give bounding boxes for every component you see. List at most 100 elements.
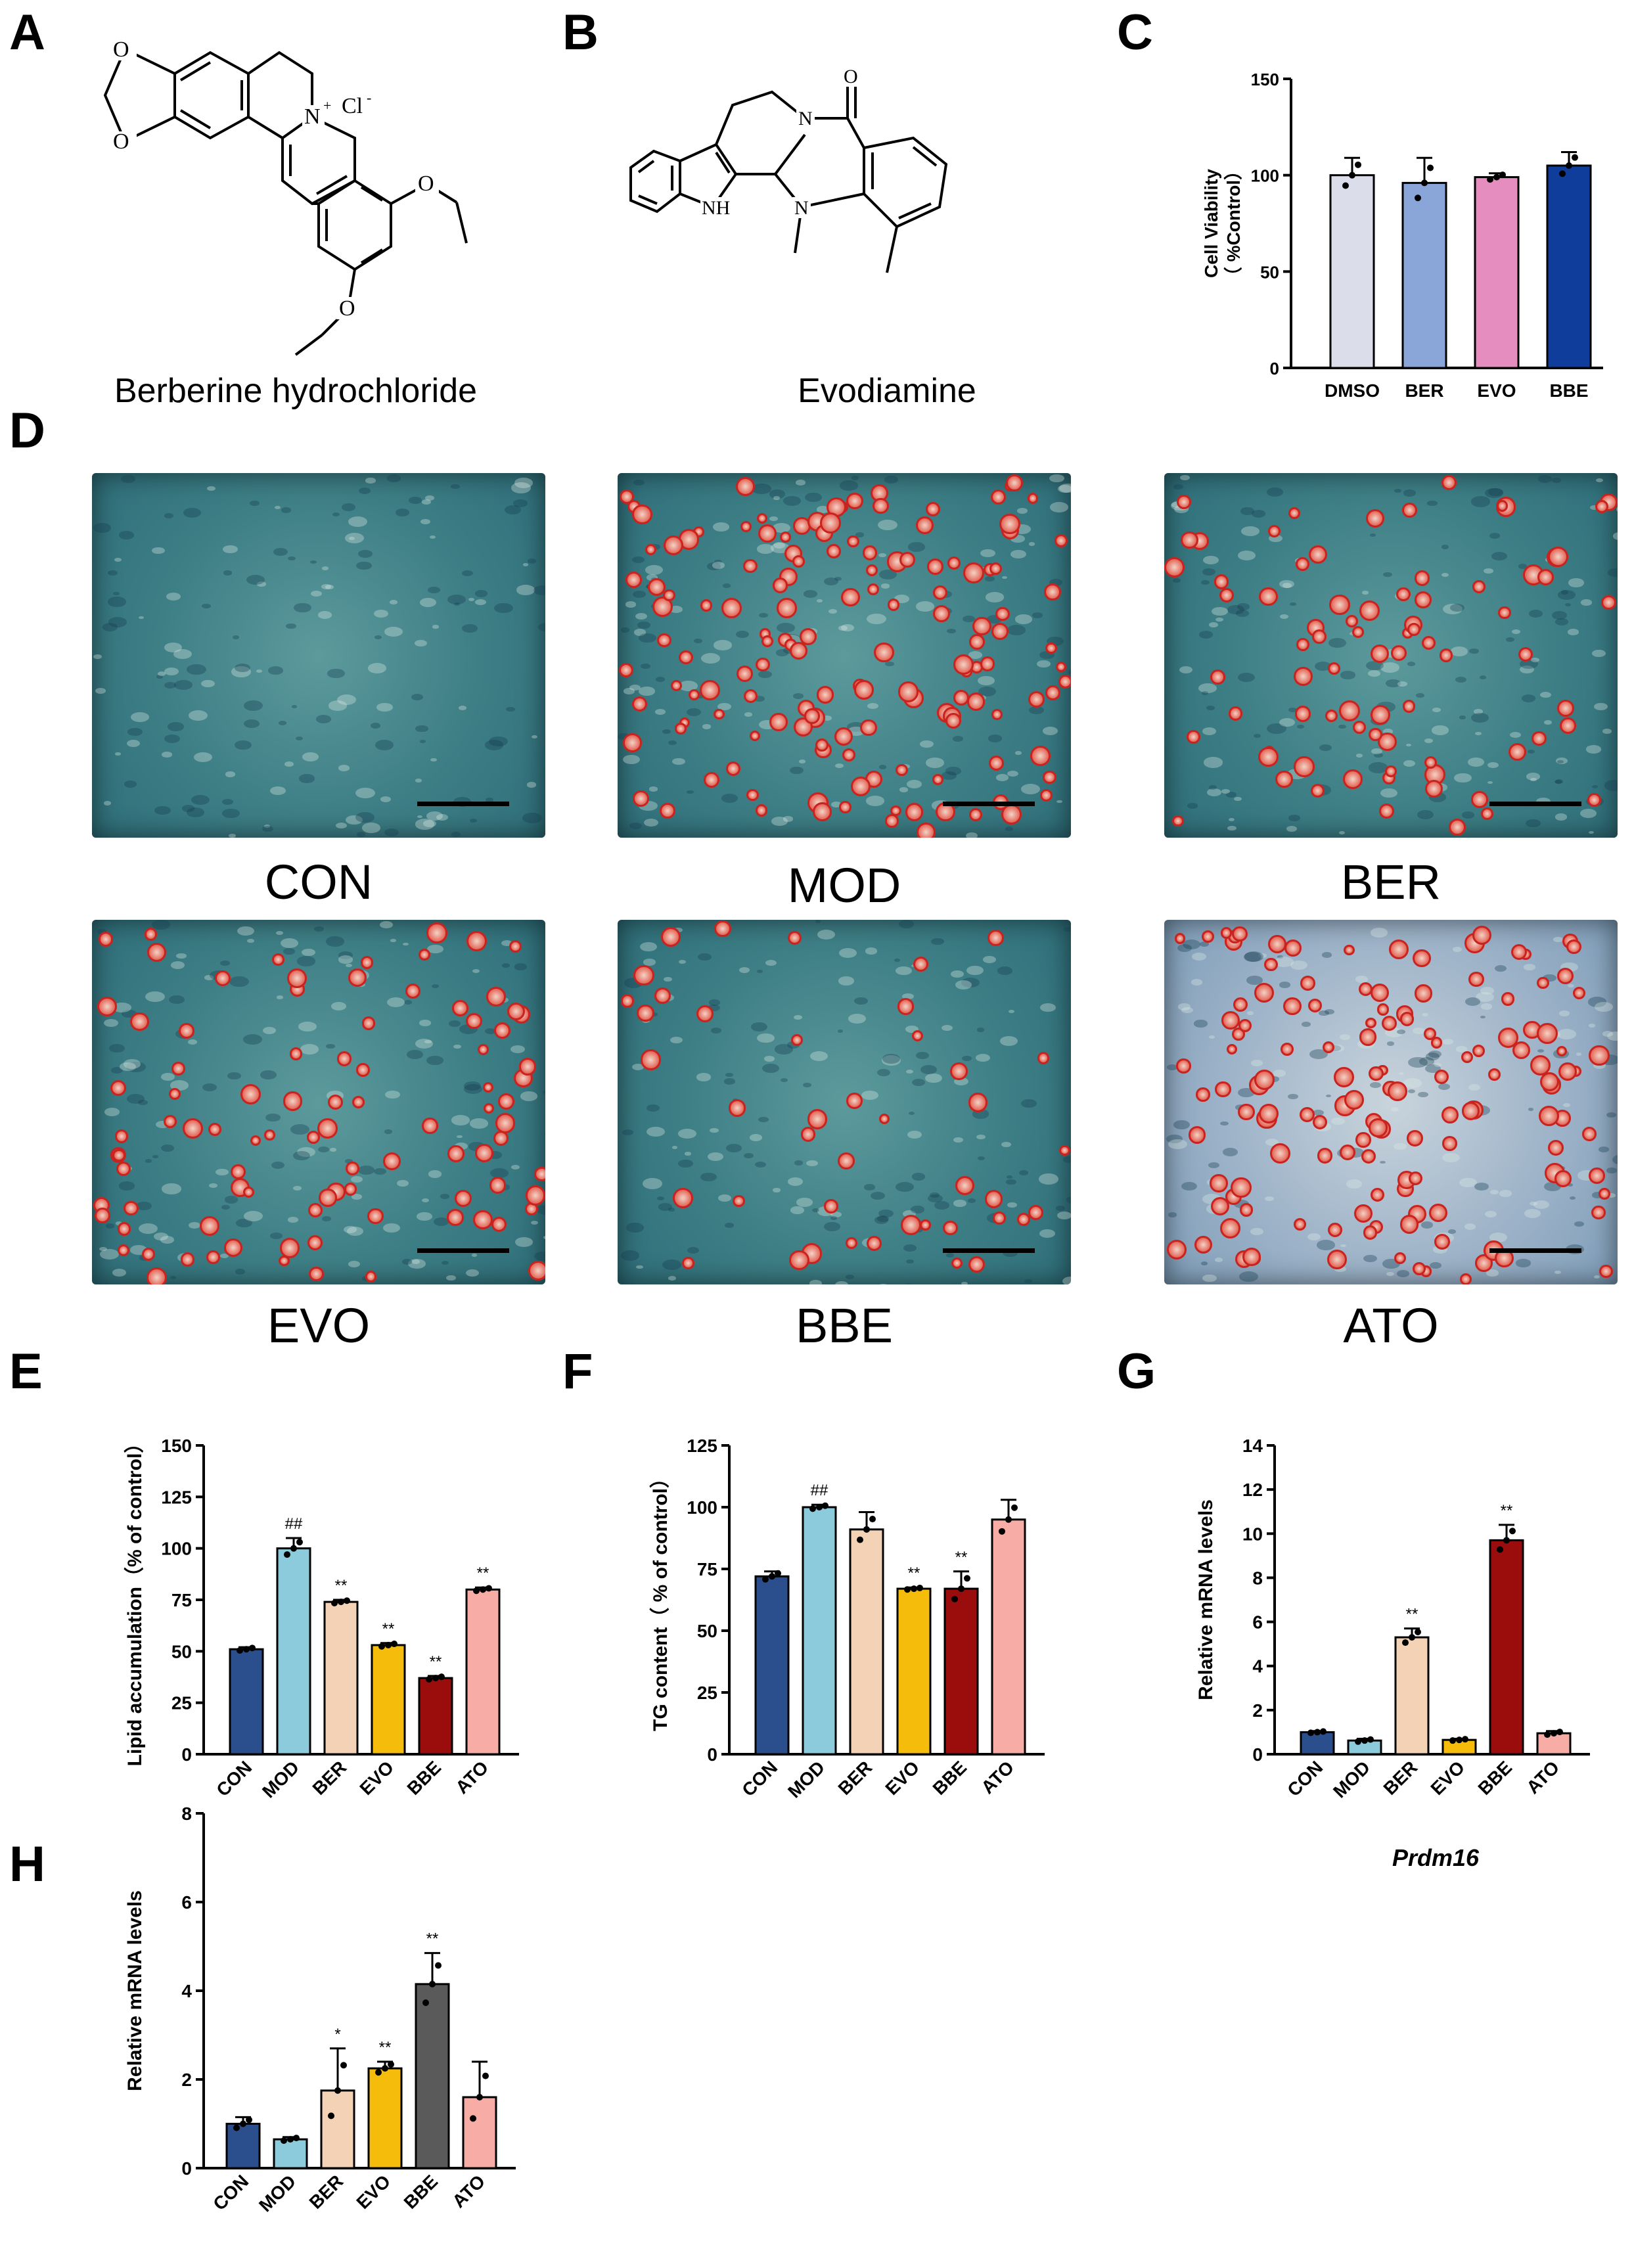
cell-texture (1528, 610, 1543, 618)
lipid-droplet (950, 1062, 968, 1080)
lipid-droplet (1554, 1169, 1572, 1187)
cell-texture (1434, 1062, 1442, 1067)
cell-texture (446, 1275, 456, 1281)
y-tick-label: 25 (697, 1683, 717, 1703)
lipid-droplet (117, 1244, 129, 1257)
data-point (1415, 1629, 1421, 1636)
lipid-droplet (1361, 1148, 1376, 1164)
lipid-droplet (1510, 943, 1528, 961)
bar-con (754, 1575, 790, 1756)
lipid-droplet (1238, 1018, 1252, 1032)
cell-texture (1049, 578, 1063, 586)
cell-texture (202, 603, 211, 609)
cell-texture (811, 1208, 819, 1213)
cell-texture (1396, 1029, 1405, 1034)
cell-texture (1543, 974, 1556, 982)
cell-texture (1029, 706, 1044, 715)
cell-texture (1567, 629, 1579, 635)
lipid-droplet (990, 489, 1006, 505)
lipid-droplet (1055, 661, 1067, 673)
cell-texture (898, 920, 914, 929)
cell-texture (1355, 976, 1369, 984)
x-tick-label: DMSO (1325, 380, 1380, 401)
cell-texture (804, 590, 818, 598)
cell-texture (1227, 825, 1237, 831)
bar-evo (896, 1587, 932, 1756)
y-tick-label: 6 (1252, 1612, 1263, 1633)
lipid-droplet (1258, 746, 1279, 767)
lipid-droplet (640, 1049, 662, 1070)
cell-texture (809, 1280, 822, 1284)
cell-texture (1568, 984, 1574, 988)
cell-texture (1020, 783, 1041, 794)
lipid-droplet (1267, 935, 1286, 954)
lipid-droplet (1394, 1252, 1407, 1265)
cell-texture (246, 575, 265, 585)
lipid-droplet (250, 1135, 261, 1146)
cell-texture (1567, 1183, 1573, 1187)
lipid-droplet (700, 599, 712, 612)
cell-texture (717, 702, 731, 711)
cell-texture (718, 1194, 732, 1202)
lipid-droplet (678, 529, 700, 550)
cell-texture (1595, 478, 1604, 483)
cell-texture (942, 1024, 953, 1031)
lipid-droplet (968, 808, 982, 822)
lipid-droplet (1172, 815, 1185, 827)
cell-texture (451, 1114, 470, 1125)
cell-texture (321, 584, 331, 590)
cell-texture (383, 1223, 400, 1233)
cell-texture (538, 622, 545, 632)
data-point (1456, 1736, 1463, 1744)
cell-texture (711, 1028, 721, 1034)
cell-texture (268, 666, 284, 675)
lipid-droplet (478, 1043, 489, 1056)
lipid-droplet (1028, 691, 1045, 708)
cell-texture (100, 1249, 120, 1260)
lipid-droplet (620, 994, 635, 1009)
lipid-droplet (654, 987, 671, 1004)
y-axis-label: Cell Viability (1201, 169, 1221, 278)
x-tick-label: EVO (882, 1757, 924, 1799)
cell-texture (447, 594, 466, 605)
cell-texture (899, 787, 908, 792)
bar-ber (1394, 1636, 1430, 1756)
scale-bar (417, 802, 509, 806)
lipid-droplet (968, 1256, 986, 1273)
cell-texture (515, 1236, 533, 1247)
cell-texture (1380, 1160, 1386, 1164)
cell-texture (107, 570, 118, 576)
cell-texture (975, 1053, 990, 1062)
cell-texture (878, 1209, 894, 1217)
cell-texture (758, 671, 773, 679)
cell-texture (968, 1198, 976, 1203)
cell-texture (623, 754, 641, 765)
lipid-droplet (953, 654, 974, 675)
bar-dmso (1329, 174, 1375, 369)
lipid-droplet (230, 1164, 246, 1180)
bar-ato (465, 1588, 501, 1756)
lipid-droplet (1388, 940, 1409, 960)
lipid-droplet (1254, 983, 1274, 1003)
cell-texture (1036, 660, 1051, 668)
lipid-droplet (1425, 779, 1443, 798)
cell-texture (1208, 1162, 1219, 1168)
cell-texture (464, 1081, 482, 1091)
cell-texture (1602, 729, 1612, 735)
cell-texture (700, 1172, 717, 1182)
scale-bar (417, 1248, 509, 1253)
cell-texture (861, 1090, 879, 1100)
cell-texture (823, 577, 839, 585)
lipid-droplet (208, 1122, 222, 1136)
y-tick-label: 8 (1252, 1568, 1263, 1588)
lipid-droplet (1558, 1062, 1577, 1081)
cell-texture (1441, 573, 1449, 578)
lipid-droplet (790, 641, 808, 660)
cell-texture (1370, 927, 1388, 938)
lipid-droplet (142, 1248, 156, 1261)
cell-texture (105, 1223, 114, 1229)
cell-texture (1241, 526, 1260, 536)
cell-texture (1237, 603, 1250, 610)
cell-texture (1422, 1013, 1428, 1017)
cell-texture (1438, 1083, 1451, 1091)
